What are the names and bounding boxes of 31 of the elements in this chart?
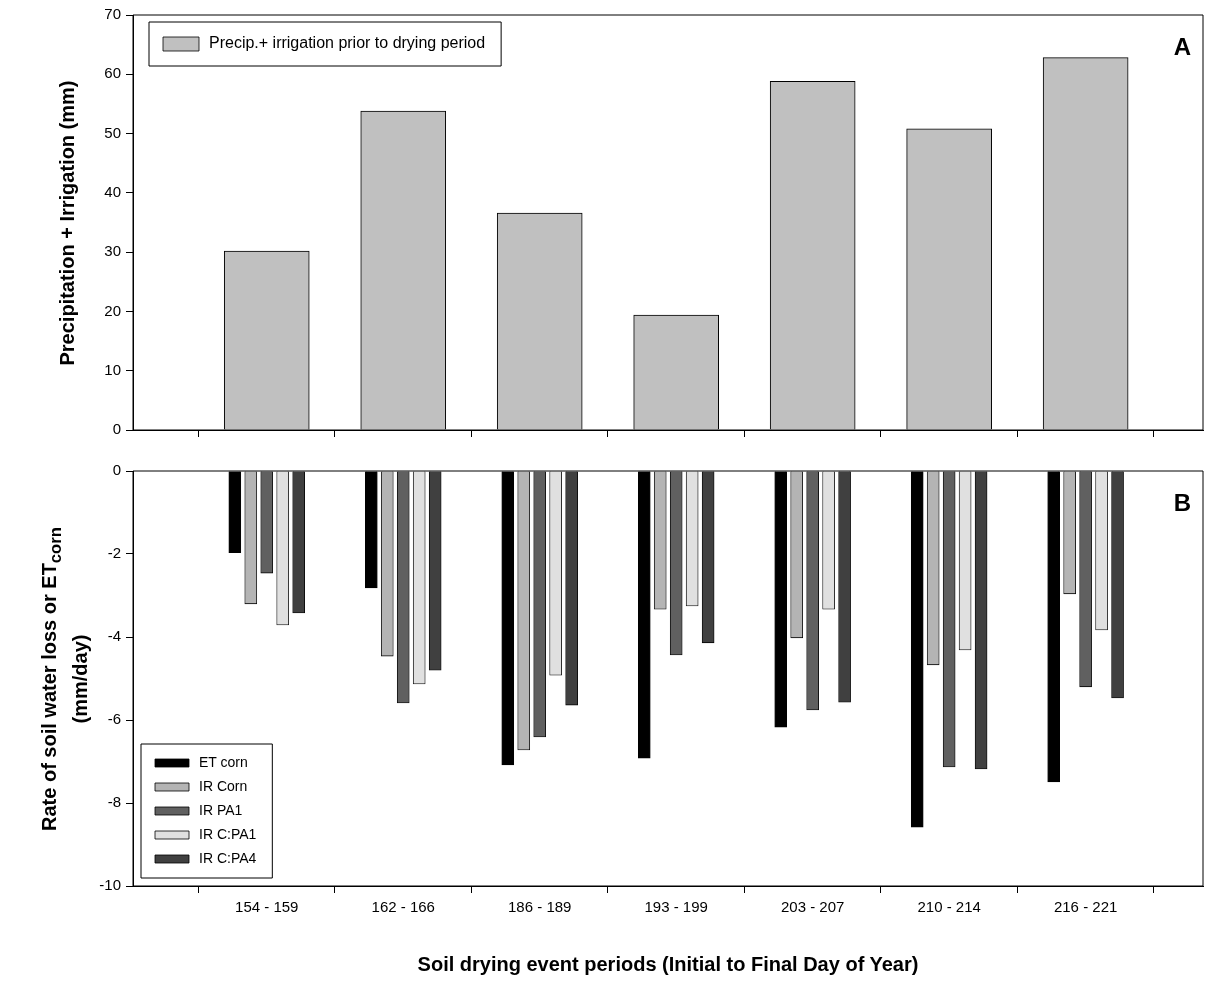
y-tick-label: 0 [112, 420, 121, 438]
y-tick-label: 20 [104, 301, 121, 319]
legend-label: Precip.+ irrigation prior to drying period [209, 34, 486, 52]
y-tick-label: 50 [104, 123, 121, 141]
y-tick-label: -6 [107, 710, 121, 728]
x-tick-label: 186 - 189 [508, 898, 572, 916]
y-axis-title: Precipitation + Irrigation (mm) [55, 79, 79, 368]
y-tick-label: 60 [104, 64, 121, 82]
y-tick-label: 70 [104, 5, 121, 23]
annotation: A [1173, 32, 1191, 60]
legend-label: IR C:PA4 [199, 849, 257, 866]
y-tick-label: 10 [104, 360, 121, 378]
y-tick-label: -10 [99, 876, 121, 894]
x-tick-label: 193 - 199 [644, 898, 708, 916]
legend-label: IR Corn [199, 777, 248, 794]
y-tick-label: 0 [112, 461, 121, 479]
x-tick-label: 162 - 166 [371, 898, 435, 916]
y-tick-label: -2 [107, 544, 121, 562]
legend-label: ET corn [199, 753, 248, 770]
legend-label: IR PA1 [199, 801, 243, 818]
legend-label: IR C:PA1 [199, 825, 257, 842]
x-tick-label: 203 - 207 [780, 898, 845, 916]
x-tick-label: 154 - 159 [235, 898, 299, 916]
y-tick-label: 40 [104, 183, 121, 200]
y-tick-label: -4 [107, 627, 121, 645]
x-axis-title: Soil drying event periods (Initial to Final Day of Year) [417, 952, 919, 975]
x-tick-label: 216 - 221 [1053, 898, 1118, 916]
x-tick-label: 210 - 214 [917, 898, 981, 916]
y-tick-label: -8 [107, 793, 121, 811]
annotation: B [1173, 488, 1191, 516]
y-tick-label: 30 [104, 242, 121, 260]
